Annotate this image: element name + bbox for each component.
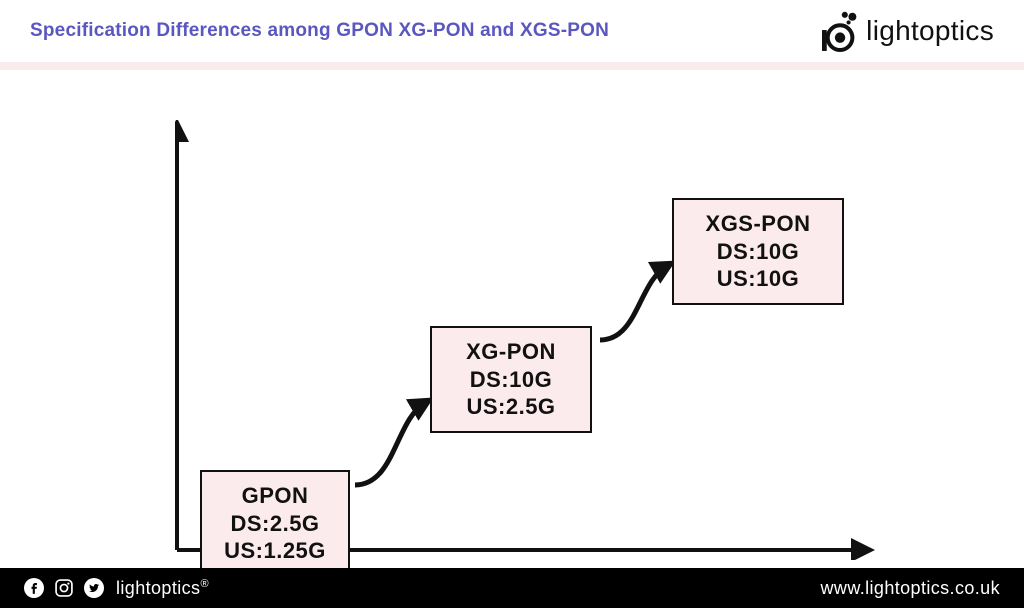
box-xgpon-name: XG-PON (450, 338, 572, 366)
brand-text: lightoptics (866, 15, 994, 47)
footer-url[interactable]: www.lightoptics.co.uk (821, 578, 1000, 599)
box-xgspon: XGS-PON DS:10G US:10G (672, 198, 844, 305)
box-gpon-name: GPON (220, 482, 330, 510)
box-xgpon-ds: DS:10G (450, 366, 572, 394)
box-xgpon: XG-PON DS:10G US:2.5G (430, 326, 592, 433)
box-xgspon-us: US:10G (692, 265, 824, 293)
chart-area: GPON DS:2.5G US:1.25G XG-PON DS:10G US:2… (0, 90, 1024, 560)
footer-left: lightoptics® (24, 578, 209, 599)
footer: lightoptics® www.lightoptics.co.uk (0, 568, 1024, 608)
facebook-icon[interactable] (24, 578, 44, 598)
page-title: Specification Differences among GPON XG-… (30, 20, 609, 42)
box-gpon-ds: DS:2.5G (220, 510, 330, 538)
box-xgspon-name: XGS-PON (692, 210, 824, 238)
box-gpon: GPON DS:2.5G US:1.25G (200, 470, 350, 577)
box-gpon-us: US:1.25G (220, 537, 330, 565)
header-divider (0, 62, 1024, 70)
page-root: Specification Differences among GPON XG-… (0, 0, 1024, 608)
box-xgspon-ds: DS:10G (692, 238, 824, 266)
brand-logo-icon (822, 9, 860, 53)
header: Specification Differences among GPON XG-… (0, 0, 1024, 62)
footer-brand: lightoptics® (116, 578, 209, 599)
social-icons (24, 578, 104, 598)
brand: lightoptics (822, 9, 994, 53)
box-xgpon-us: US:2.5G (450, 393, 572, 421)
instagram-icon[interactable] (54, 578, 74, 598)
twitter-icon[interactable] (84, 578, 104, 598)
arrow-xgpon-to-xgspon (600, 265, 668, 340)
arrow-gpon-to-xgpon (355, 402, 426, 485)
